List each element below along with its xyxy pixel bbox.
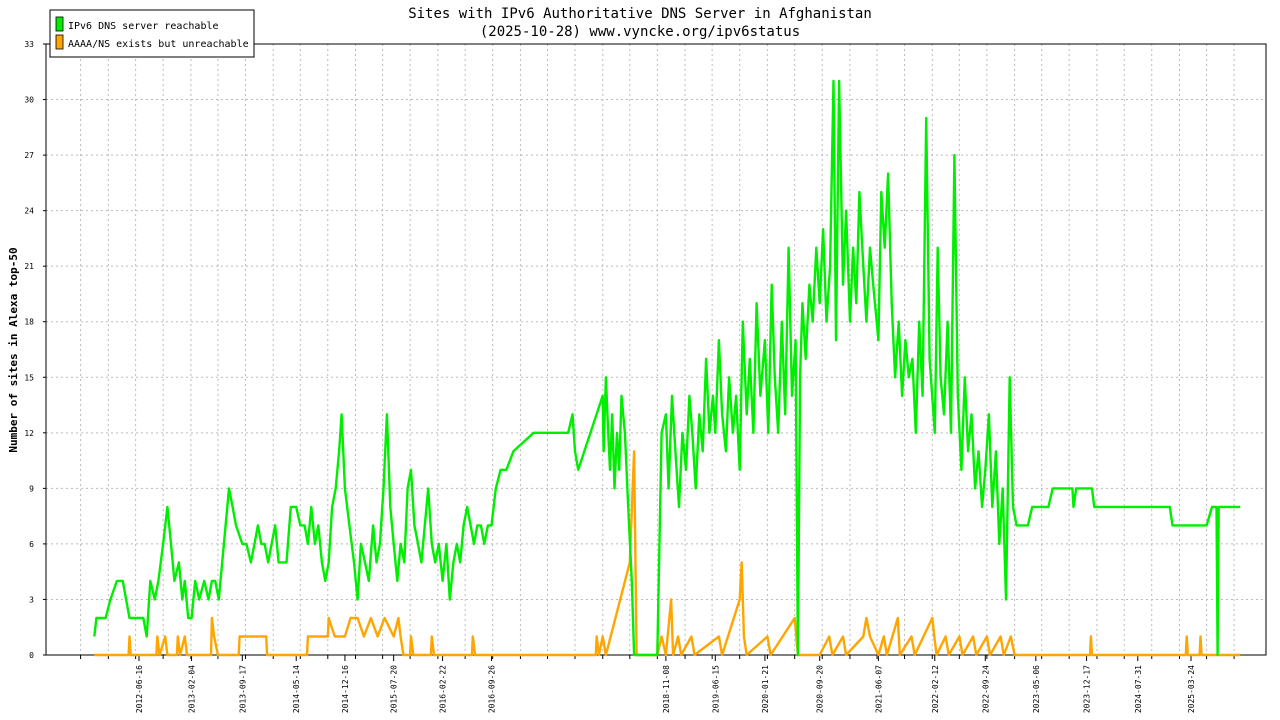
chart-subtitle: (2025-10-28) www.vyncke.org/ipv6status	[480, 24, 800, 40]
y-tick-label: 0	[29, 651, 34, 660]
x-tick-label: 2023-12-17	[1083, 665, 1092, 713]
x-tick-label: 2024-07-31	[1134, 665, 1143, 713]
y-tick-label: 30	[24, 96, 34, 105]
y-axis-label: Number of sites in Alexa top-50	[7, 247, 20, 452]
x-tick-label: 2022-02-12	[931, 665, 940, 713]
x-tick-label: 2020-01-21	[761, 665, 770, 713]
series-line-unreachable	[94, 450, 1241, 657]
x-tick-label: 2013-02-04	[188, 665, 197, 713]
x-tick-label: 2015-07-20	[390, 665, 399, 713]
y-tick-label: 12	[24, 429, 34, 438]
x-tick-label: 2020-09-20	[816, 665, 825, 713]
x-tick-label: 2013-09-17	[238, 665, 247, 713]
legend: IPv6 DNS server reachable AAAA/NS exists…	[49, 9, 255, 58]
y-tick-label: 24	[24, 207, 34, 216]
x-tick-label: 2021-06-07	[874, 665, 883, 713]
legend-label-reachable: IPv6 DNS server reachable	[68, 21, 219, 32]
y-tick-label: 21	[24, 262, 34, 271]
y-axis: 0 3 6 9 12 15 18 21 24 27 30 33	[24, 40, 46, 660]
x-tick-label: 2019-06-15	[711, 665, 720, 713]
y-tick-label: 33	[24, 40, 34, 49]
x-tick-label: 2014-12-16	[341, 665, 350, 713]
x-tick-label: 2025-03-24	[1187, 665, 1196, 713]
grid-lines	[46, 44, 1266, 655]
x-tick-label: 2022-09-24	[981, 665, 990, 713]
legend-swatch-reachable	[55, 16, 64, 32]
x-tick-label: 2012-06-16	[135, 665, 144, 713]
y-tick-label: 9	[29, 484, 34, 493]
y-tick-label: 6	[29, 540, 34, 549]
y-tick-label: 27	[24, 151, 34, 160]
legend-box	[49, 9, 255, 58]
y-tick-label: 3	[29, 595, 34, 604]
y-tick-label: 18	[24, 318, 34, 327]
x-tick-label: 2023-05-06	[1032, 665, 1041, 713]
chart-title: Sites with IPv6 Authoritative DNS Server…	[408, 6, 872, 22]
legend-swatch-unreachable	[55, 34, 64, 50]
x-tick-label: 2014-05-14	[292, 665, 301, 713]
x-tick-label: 2016-02-22	[439, 665, 448, 713]
series-line-reachable	[93, 79, 1241, 657]
x-tick-label: 2016-09-26	[488, 665, 497, 713]
x-axis: 2012-06-16 2013-02-04 2013-09-17 2014-05-14…	[80, 655, 1235, 713]
y-tick-label: 15	[24, 373, 34, 382]
x-tick-label: 2018-11-08	[662, 665, 671, 713]
series-layer	[93, 79, 1241, 657]
legend-label-unreachable: AAAA/NS exists but unreachable	[68, 39, 249, 50]
